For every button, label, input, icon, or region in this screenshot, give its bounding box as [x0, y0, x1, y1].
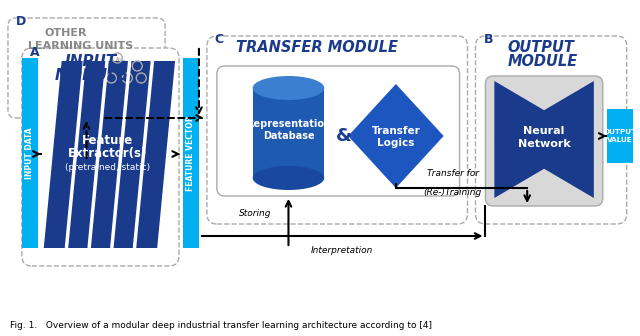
Bar	[22, 58, 38, 248]
Text: Network: Network	[518, 139, 570, 149]
Text: Extractor(s): Extractor(s)	[68, 148, 147, 161]
Text: D: D	[16, 15, 26, 28]
Polygon shape	[494, 81, 594, 198]
Bar	[183, 58, 199, 248]
Polygon shape	[494, 81, 594, 198]
Text: LEARNING UNITS: LEARNING UNITS	[28, 41, 133, 51]
Text: Logics: Logics	[377, 138, 415, 148]
Text: Neural: Neural	[524, 126, 564, 136]
Polygon shape	[348, 84, 444, 188]
Ellipse shape	[253, 76, 324, 100]
Text: OUTPUT
VALUE: OUTPUT VALUE	[603, 129, 636, 143]
Text: Feature: Feature	[82, 134, 133, 148]
FancyBboxPatch shape	[8, 18, 165, 118]
Text: Representation: Representation	[246, 119, 331, 129]
Text: (Re-)Training: (Re-)Training	[424, 188, 482, 197]
Text: Transfer for: Transfer for	[426, 169, 479, 178]
FancyBboxPatch shape	[22, 48, 179, 266]
Bar	[607, 109, 632, 163]
Text: Fig. 1.   Overview of a modular deep industrial transfer learning architecture a: Fig. 1. Overview of a modular deep indus…	[10, 321, 432, 330]
Text: TRANSFER MODULE: TRANSFER MODULE	[236, 40, 397, 55]
FancyBboxPatch shape	[485, 76, 603, 206]
Text: B: B	[483, 33, 493, 46]
Text: INPUT: INPUT	[65, 54, 117, 69]
Text: MODULE: MODULE	[54, 68, 128, 83]
Text: Interpretation: Interpretation	[311, 246, 373, 255]
Text: INPUT DATA: INPUT DATA	[26, 127, 35, 179]
Text: Storing: Storing	[239, 210, 272, 218]
Text: OUTPUT: OUTPUT	[508, 40, 574, 55]
Text: OTHER: OTHER	[45, 28, 87, 38]
Text: Database: Database	[262, 131, 314, 141]
FancyBboxPatch shape	[217, 66, 460, 196]
Ellipse shape	[253, 166, 324, 190]
Text: A: A	[30, 46, 40, 59]
Text: (pretrained, static): (pretrained, static)	[65, 164, 150, 172]
Bar	[253, 88, 324, 178]
Text: MODULE: MODULE	[508, 54, 577, 69]
Text: Transfer: Transfer	[371, 126, 420, 136]
Text: FEATURE VECTOR: FEATURE VECTOR	[186, 115, 195, 191]
Polygon shape	[44, 61, 175, 248]
FancyBboxPatch shape	[476, 36, 627, 224]
Text: C: C	[215, 33, 224, 46]
Text: &: &	[336, 127, 352, 145]
FancyBboxPatch shape	[207, 36, 467, 224]
